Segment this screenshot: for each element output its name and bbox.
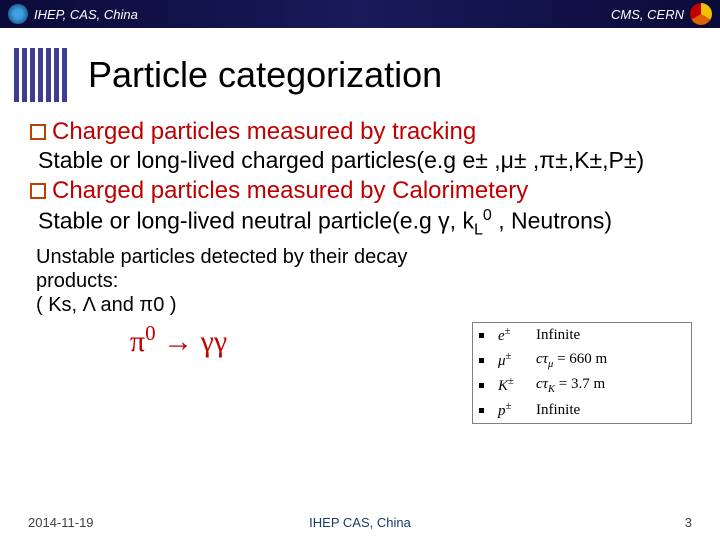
table-row: K±cτK = 3.7 m bbox=[473, 373, 691, 398]
cms-text: CMS, CERN bbox=[611, 7, 684, 22]
particle-lifetime: cτμ = 660 m bbox=[536, 351, 685, 370]
square-bullet-icon bbox=[30, 183, 46, 199]
square-bullet-icon bbox=[30, 124, 46, 140]
particle-symbol: μ± bbox=[498, 351, 536, 370]
bullet-1: Charged particles measured by tracking bbox=[30, 118, 690, 146]
title-row: Particle categorization bbox=[0, 28, 720, 112]
cms-logo-icon bbox=[690, 3, 712, 25]
section-heading-1: Charged particles measured by tracking bbox=[52, 118, 476, 146]
cms-logo-block: CMS, CERN bbox=[611, 3, 712, 25]
footer-page: 3 bbox=[685, 515, 692, 530]
bullet-dot-icon bbox=[479, 408, 484, 413]
title-bars-icon bbox=[14, 48, 76, 102]
table-row: p±Infinite bbox=[473, 398, 691, 423]
particle-lifetime: cτK = 3.7 m bbox=[536, 376, 685, 395]
footer-center: IHEP CAS, China bbox=[309, 515, 411, 530]
ihep-text: IHEP, CAS, China bbox=[34, 7, 138, 22]
bullet-dot-icon bbox=[479, 358, 484, 363]
unstable-text: Unstable particles detected by their dec… bbox=[36, 245, 416, 317]
section-heading-2: Charged particles measured by Calorimete… bbox=[52, 177, 528, 205]
bullet-2: Charged particles measured by Calorimete… bbox=[30, 177, 690, 205]
particle-symbol: e± bbox=[498, 326, 536, 345]
table-row: μ±cτμ = 660 m bbox=[473, 348, 691, 373]
particle-lifetime-table: e±Infiniteμ±cτμ = 660 mK±cτK = 3.7 mp±In… bbox=[472, 322, 692, 424]
section-body-2: Stable or long-lived neutral particle(e.… bbox=[38, 205, 690, 239]
slide-title: Particle categorization bbox=[88, 54, 442, 96]
ihep-logo-icon bbox=[8, 4, 28, 24]
footer-date: 2014-11-19 bbox=[28, 515, 94, 530]
section-body-1: Stable or long-lived charged particles(e… bbox=[38, 146, 690, 175]
particle-symbol: p± bbox=[498, 401, 536, 420]
particle-lifetime: Infinite bbox=[536, 327, 685, 344]
ihep-logo-block: IHEP, CAS, China bbox=[8, 4, 138, 24]
bullet-dot-icon bbox=[479, 333, 484, 338]
bullet-dot-icon bbox=[479, 383, 484, 388]
top-header-bar: IHEP, CAS, China CMS, CERN bbox=[0, 0, 720, 28]
particle-lifetime: Infinite bbox=[536, 402, 685, 419]
particle-symbol: K± bbox=[498, 376, 536, 395]
footer: 2014-11-19 IHEP CAS, China 3 bbox=[0, 515, 720, 530]
table-row: e±Infinite bbox=[473, 323, 691, 348]
